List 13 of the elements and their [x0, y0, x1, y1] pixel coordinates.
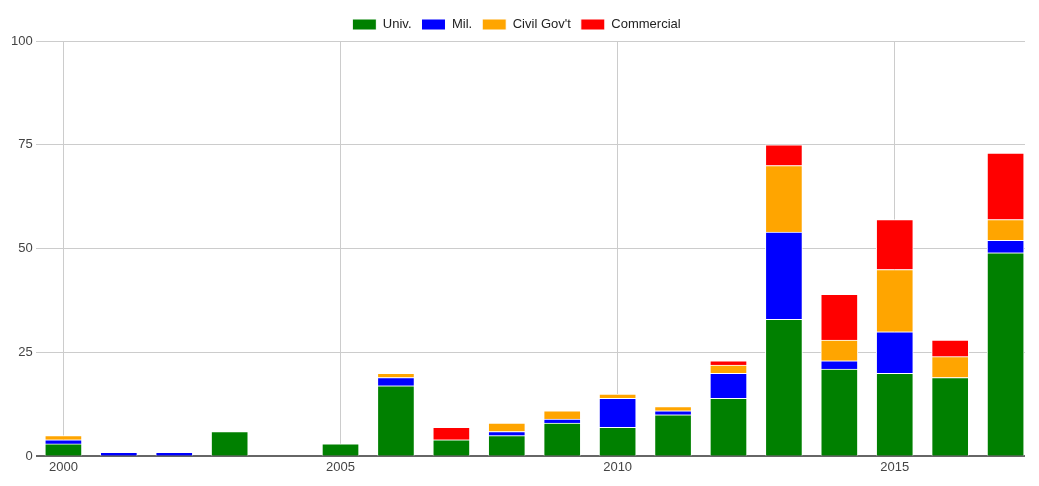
- x-tick-label: 2010: [603, 458, 633, 474]
- legend-label: Civil Gov't: [512, 16, 572, 32]
- y-tick-label: 75: [18, 136, 33, 152]
- y-tick-label: 50: [18, 240, 33, 256]
- legend-label: Mil.: [452, 16, 473, 32]
- y-tick-label: 0: [25, 447, 33, 463]
- x-tick-label: 2015: [880, 458, 910, 474]
- legend-label: Commercial: [611, 16, 681, 32]
- y-tick-label: 25: [18, 344, 33, 360]
- y-tick-label: 100: [10, 32, 33, 48]
- x-tick-label: 2000: [48, 458, 78, 474]
- legend-label: Univ.: [382, 16, 412, 32]
- x-tick-label: 2005: [326, 458, 355, 474]
